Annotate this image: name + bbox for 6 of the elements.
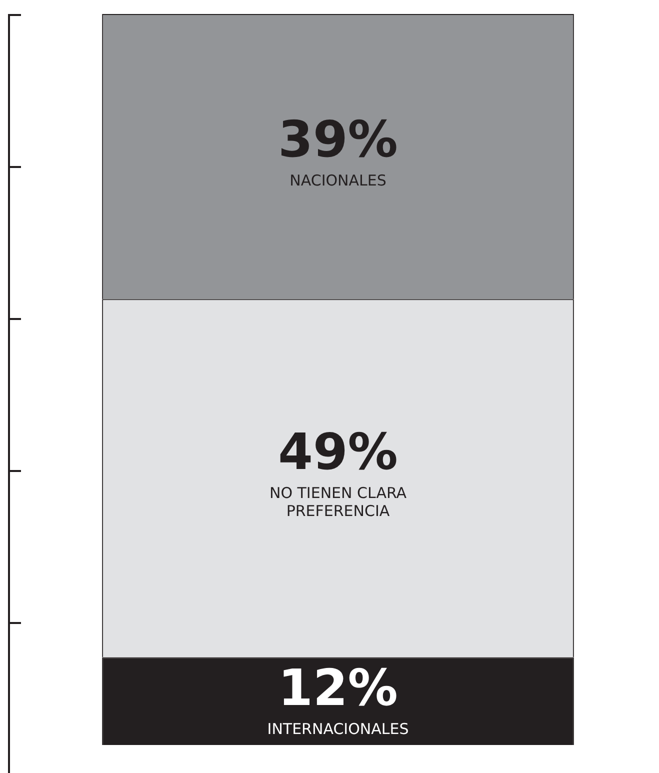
series-label: INTERNACIONALES (267, 720, 409, 738)
series-label: NACIONALES (290, 171, 386, 190)
series-label: NO TIENEN CLARA PREFERENCIA (269, 484, 408, 520)
data-label: 12% (278, 659, 398, 718)
data-label: 49% (278, 423, 398, 482)
data-label: 39% (278, 110, 398, 169)
